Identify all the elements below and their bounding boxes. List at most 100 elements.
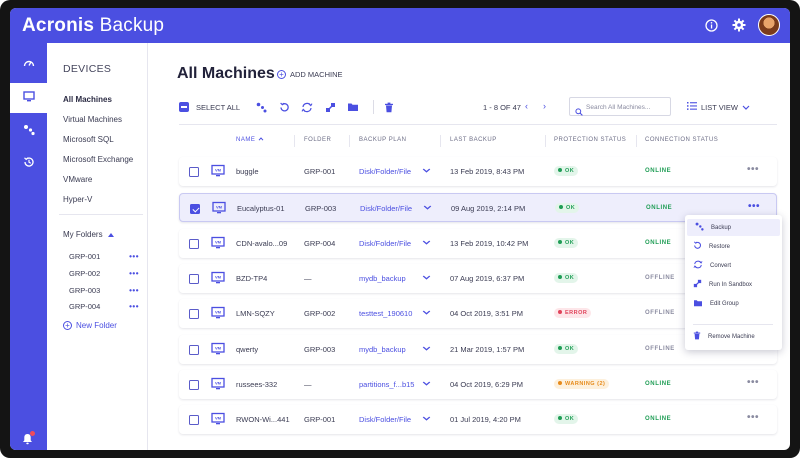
machine-name[interactable]: LMN-SQZY xyxy=(236,309,275,318)
row-checkbox[interactable] xyxy=(189,239,199,249)
rail-backup-plans[interactable] xyxy=(10,117,47,147)
trash-icon xyxy=(693,331,701,342)
next-page-icon[interactable]: › xyxy=(543,101,546,111)
machine-name[interactable]: CDN-avalo...09 xyxy=(236,239,288,248)
backup-plan-link[interactable]: testtest_190610 xyxy=(359,309,413,318)
sort-asc-icon xyxy=(258,137,264,143)
sidebar-item-microsoft-sql[interactable]: Microsoft SQL xyxy=(63,135,114,144)
folder-menu-icon[interactable]: ••• xyxy=(129,302,139,311)
column-header-connection-status[interactable]: CONNECTION STATUS xyxy=(645,137,719,143)
prev-page-icon[interactable]: ‹ xyxy=(525,101,528,111)
svg-text:VM: VM xyxy=(215,346,222,351)
folder-item[interactable]: GRP-003 ••• xyxy=(69,286,139,295)
sandbox-icon[interactable] xyxy=(323,100,337,114)
sidebar-item-hyper-v[interactable]: Hyper-V xyxy=(63,195,93,204)
row-checkbox[interactable] xyxy=(190,204,200,214)
menu-item-remove-machine[interactable]: Remove Machine xyxy=(685,328,778,345)
row-more-icon[interactable]: ••• xyxy=(747,377,760,388)
folder-menu-icon[interactable]: ••• xyxy=(129,269,139,278)
machine-name[interactable]: buggle xyxy=(236,167,259,176)
folder-item[interactable]: GRP-002 ••• xyxy=(69,269,139,278)
rail-dashboard[interactable] xyxy=(10,49,47,79)
table-row[interactable]: VM BZD-TP4 — mydb_backup 07 Aug 2019, 6:37 P… xyxy=(179,264,777,293)
vm-icon: VM xyxy=(211,236,225,250)
row-checkbox[interactable] xyxy=(189,309,199,319)
machine-name[interactable]: Eucalyptus-01 xyxy=(237,204,285,213)
chevron-down-icon[interactable] xyxy=(422,379,431,388)
backup-plan-link[interactable]: Disk/Folder/File xyxy=(359,239,412,248)
sidebar-item-vmware[interactable]: VMware xyxy=(63,175,93,184)
menu-item-edit-group[interactable]: Edit Group xyxy=(685,295,778,312)
notifications-button[interactable] xyxy=(22,431,35,450)
menu-item-backup[interactable]: Backup xyxy=(687,219,780,236)
list-view-dropdown[interactable]: LIST VIEW xyxy=(687,102,750,112)
svg-text:VM: VM xyxy=(215,240,222,245)
add-machine-button[interactable]: + ADD MACHINE xyxy=(277,70,343,79)
sidebar-item-microsoft-exchange[interactable]: Microsoft Exchange xyxy=(63,155,134,164)
folder-menu-icon[interactable]: ••• xyxy=(129,252,139,261)
column-header-folder[interactable]: FOLDER xyxy=(304,137,332,143)
backup-plan-link[interactable]: Disk/Folder/File xyxy=(359,415,412,424)
rail-devices[interactable] xyxy=(10,83,47,113)
chevron-down-icon[interactable] xyxy=(422,273,431,282)
column-header-name[interactable]: NAME xyxy=(236,137,264,143)
machine-name[interactable]: RWON-Wi...441 xyxy=(236,415,290,424)
folder-menu-icon[interactable]: ••• xyxy=(129,286,139,295)
chevron-down-icon[interactable] xyxy=(422,238,431,247)
machine-name[interactable]: qwerty xyxy=(236,345,259,354)
row-checkbox[interactable] xyxy=(189,380,199,390)
info-icon[interactable] xyxy=(702,16,720,34)
backup-plan-link[interactable]: mydb_backup xyxy=(359,345,406,354)
table-row[interactable]: VM qwerty GRP-003 mydb_backup 21 Mar 2019, 1… xyxy=(179,335,777,364)
select-all-checkbox[interactable] xyxy=(179,102,189,112)
gear-icon[interactable] xyxy=(730,16,748,34)
row-checkbox[interactable] xyxy=(189,415,199,425)
table-row[interactable]: VM Eucalyptus-01 GRP-003 Disk/Folder/File 09… xyxy=(179,193,777,222)
user-avatar[interactable] xyxy=(758,14,780,36)
column-header-protection-status[interactable]: PROTECTION STATUS xyxy=(554,137,627,143)
search-input[interactable] xyxy=(586,101,668,113)
machine-name[interactable]: russees-332 xyxy=(236,380,278,389)
row-checkbox[interactable] xyxy=(189,274,199,284)
chevron-down-icon[interactable] xyxy=(422,414,431,423)
backup-icon[interactable] xyxy=(254,100,268,114)
backup-plan-link[interactable]: mydb_backup xyxy=(359,274,406,283)
search-box xyxy=(569,97,671,116)
table-row[interactable]: VM russees-332 — partitions_f...b15 04 Oct 2… xyxy=(179,370,777,399)
menu-item-run-in-sandbox[interactable]: Run In Sandbox xyxy=(685,276,778,293)
table-row[interactable]: VM buggle GRP-001 Disk/Folder/File 13 Feb 20… xyxy=(179,157,777,186)
column-header-backup-plan[interactable]: BACKUP PLAN xyxy=(359,137,407,143)
restore-icon[interactable] xyxy=(277,100,291,114)
backup-plan-link[interactable]: partitions_f...b15 xyxy=(359,380,415,389)
table-row[interactable]: VM RWON-Wi...441 GRP-001 Disk/Folder/File 01… xyxy=(179,405,777,434)
folder-icon[interactable] xyxy=(346,100,360,114)
chevron-down-icon[interactable] xyxy=(422,166,431,175)
sidebar-item-all-machines[interactable]: All Machines xyxy=(63,95,112,104)
menu-item-restore[interactable]: Restore xyxy=(685,238,778,255)
backup-plan-link[interactable]: Disk/Folder/File xyxy=(360,204,413,213)
rail-activities[interactable] xyxy=(10,149,47,179)
my-folders-toggle[interactable]: My Folders xyxy=(63,230,114,239)
column-header-last-backup[interactable]: LAST BACKUP xyxy=(450,137,497,143)
convert-icon[interactable] xyxy=(300,100,314,114)
menu-item-convert[interactable]: Convert xyxy=(685,257,778,274)
folder-item[interactable]: GRP-001 ••• xyxy=(69,252,139,261)
vm-icon: VM xyxy=(211,306,225,320)
trash-icon[interactable] xyxy=(382,100,396,114)
machine-name[interactable]: BZD-TP4 xyxy=(236,274,268,283)
select-all-label[interactable]: SELECT ALL xyxy=(196,103,241,112)
chevron-down-icon[interactable] xyxy=(422,344,431,353)
row-more-icon[interactable]: ••• xyxy=(747,164,760,175)
folder-item[interactable]: GRP-004 ••• xyxy=(69,302,139,311)
chevron-down-icon[interactable] xyxy=(422,308,431,317)
chevron-down-icon[interactable] xyxy=(423,203,432,212)
row-checkbox[interactable] xyxy=(189,167,199,177)
new-folder-button[interactable]: + New Folder xyxy=(63,321,117,330)
row-more-icon[interactable]: ••• xyxy=(748,201,761,212)
table-row[interactable]: VM CDN-avalo...09 GRP-004 Disk/Folder/File 1… xyxy=(179,229,777,258)
row-more-icon[interactable]: ••• xyxy=(747,412,760,423)
row-checkbox[interactable] xyxy=(189,345,199,355)
table-row[interactable]: VM LMN-SQZY GRP-002 testtest_190610 04 Oct 2… xyxy=(179,299,777,328)
sidebar-item-virtual-machines[interactable]: Virtual Machines xyxy=(63,115,122,124)
backup-plan-link[interactable]: Disk/Folder/File xyxy=(359,167,412,176)
